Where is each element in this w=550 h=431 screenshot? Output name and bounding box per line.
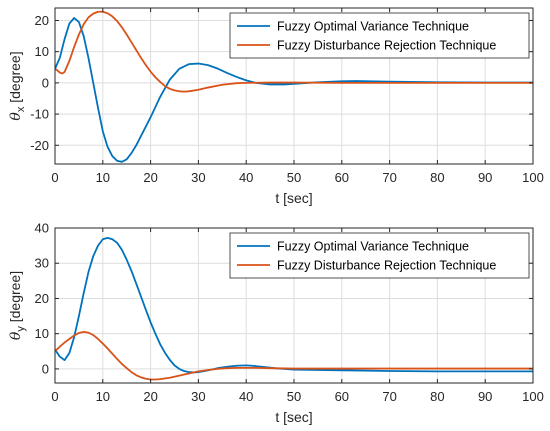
y-tick-label: 10: [35, 44, 49, 59]
x-tick-label: 0: [51, 389, 58, 404]
x-tick-label: 10: [96, 170, 110, 185]
x-tick-label: 100: [522, 389, 544, 404]
legend-label-2: Fuzzy Disturbance Rejection Technique: [277, 39, 496, 53]
x-tick-label: 40: [239, 389, 253, 404]
x-tick-label: 100: [522, 170, 544, 185]
x-tick-label: 10: [96, 389, 110, 404]
legend-box: [229, 232, 530, 279]
y-tick-label: 10: [35, 326, 49, 341]
x-tick-label: 70: [382, 389, 396, 404]
x-tick-label: 90: [478, 389, 492, 404]
x-tick-label: 30: [191, 389, 205, 404]
x-tick-label: 40: [239, 170, 253, 185]
y-tick-label: 20: [35, 291, 49, 306]
x-tick-label: 70: [382, 170, 396, 185]
y-tick-label: 30: [35, 256, 49, 271]
x-tick-label: 0: [51, 170, 58, 185]
legend: Fuzzy Optimal Variance Technique Fuzzy Di…: [229, 232, 530, 279]
x-tick-label: 30: [191, 170, 205, 185]
y-tick-label: 0: [42, 75, 49, 90]
y-axis-label: θx [degree]: [7, 51, 27, 120]
x-axis-label: t [sec]: [275, 190, 312, 206]
y-axis-label-subscript: x: [15, 106, 27, 112]
legend: Fuzzy Optimal Variance Technique Fuzzy Di…: [229, 12, 530, 59]
x-tick-label: 50: [287, 389, 301, 404]
chart-panel-2: 0 10 20 30 40 50 60 70 80 90 100 0 10 20 30 40 t [sec] θy…: [7, 221, 544, 426]
series-line-1: [55, 236, 533, 374]
y-tick-label: 20: [35, 13, 49, 28]
chart-panel-1: 0 10 20 30 40 50 60 70 80 90 100 -20 -10 0 10 20 t [sec]…: [7, 7, 544, 206]
x-tick-label: 20: [143, 170, 157, 185]
y-axis-label-symbol: θ: [8, 112, 24, 121]
x-tick-label: 80: [430, 170, 444, 185]
y-tick-label: -20: [30, 138, 49, 153]
x-tick-label: 80: [430, 389, 444, 404]
x-tick-label: 90: [478, 170, 492, 185]
series-line-2: [55, 10, 533, 93]
y-axis-label-symbol: θ: [8, 331, 24, 340]
x-axis-label: t [sec]: [275, 409, 312, 425]
legend-label-2: Fuzzy Disturbance Rejection Technique: [277, 259, 496, 273]
legend-label-1: Fuzzy Optimal Variance Technique: [277, 240, 469, 254]
y-axis-label-unit: [degree]: [7, 51, 23, 106]
legend-box: [229, 12, 530, 59]
y-axis-label: θy [degree]: [7, 271, 27, 340]
y-axis-label-unit: [degree]: [7, 271, 23, 326]
x-tick-label: 60: [335, 170, 349, 185]
x-tick-label: 20: [143, 389, 157, 404]
x-tick-label: 50: [287, 170, 301, 185]
legend-label-1: Fuzzy Optimal Variance Technique: [277, 20, 469, 34]
y-tick-label: -10: [30, 107, 49, 122]
y-axis-label-subscript: y: [15, 326, 27, 332]
series-line-2: [55, 331, 533, 381]
y-tick-label: 0: [42, 361, 49, 376]
x-tick-label: 60: [335, 389, 349, 404]
y-tick-label: 40: [35, 221, 49, 236]
